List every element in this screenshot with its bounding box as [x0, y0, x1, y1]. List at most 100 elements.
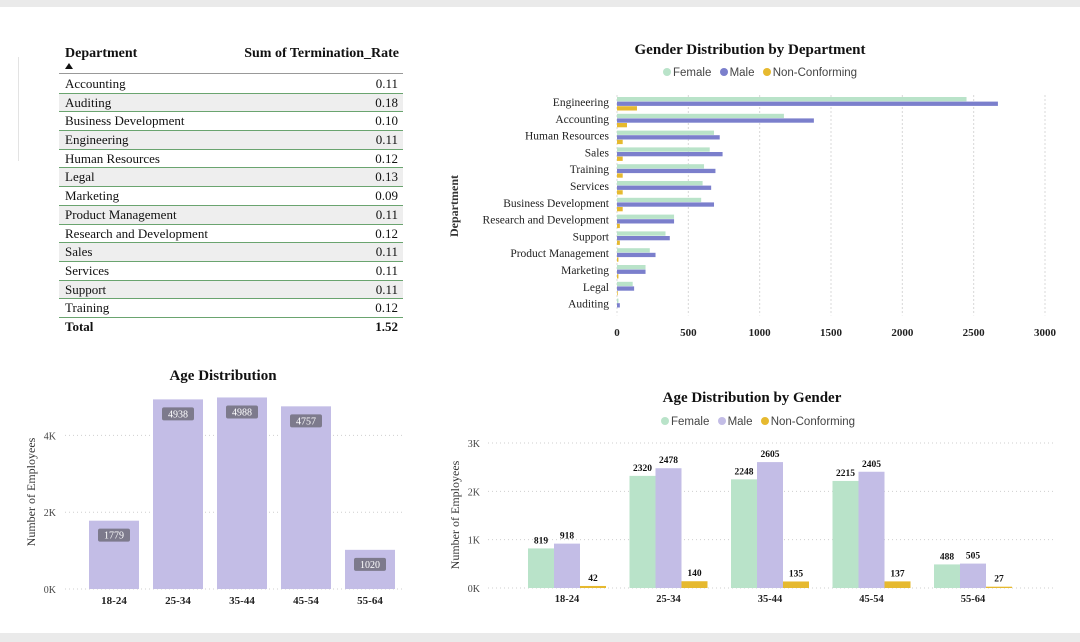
age-distribution-chart: 0K 2K 4K 1779 18-24 4938 25-34 4988 35-44 4757 45-…: [24, 397, 405, 607]
bar-male: [617, 252, 656, 258]
data-label-background: [162, 407, 194, 421]
bar-male: [617, 286, 635, 291]
legend-male[interactable]: Male: [727, 416, 753, 428]
data-label: 2478: [659, 456, 678, 466]
bar-male: [960, 563, 986, 588]
sort-ascending-icon[interactable]: [65, 63, 73, 69]
x-tick-label: 55-64: [357, 595, 383, 607]
bar-female: [617, 97, 967, 102]
department-label: Product Management: [510, 248, 609, 260]
data-label: 4757: [296, 416, 316, 427]
department-label: Sales: [585, 147, 610, 159]
age-chart-title: Age Distribution: [169, 368, 277, 384]
row-rate: 0.11: [375, 244, 398, 260]
bar-female: [617, 130, 715, 135]
row-rate: 0.12: [375, 150, 398, 166]
y-tick-label: 3K: [468, 439, 481, 450]
bar-non-conforming: [884, 581, 911, 588]
legend-nonconforming[interactable]: Non-Conforming: [770, 416, 856, 428]
x-tick-label: 45-54: [293, 595, 319, 607]
bar-male: [617, 152, 723, 157]
bar-non-conforming: [617, 207, 623, 212]
column-header-termination-rate[interactable]: Sum of Termination_Rate: [244, 46, 399, 61]
column-header-department[interactable]: Department: [65, 46, 138, 61]
row-rate: 0.11: [375, 76, 398, 91]
row-department: Training: [65, 300, 110, 316]
department-label: Support: [573, 231, 610, 243]
row-department: Services: [65, 262, 110, 278]
data-label: 4938: [168, 409, 188, 420]
x-tick-label: 25-34: [656, 594, 681, 605]
x-tick-label: 2000: [891, 327, 914, 339]
age-by-gender-chart: 0K 1K 2K 3K 819 918 42 18-24 2320 2478 140 25-34 224…: [448, 439, 1055, 605]
data-label: 2605: [761, 450, 780, 460]
row-department: Accounting: [65, 76, 126, 91]
bar-female: [617, 265, 646, 270]
data-label: 2248: [735, 467, 754, 477]
gender-by-department-chart: 0 500 1000 1500 2000 2500 3000 Engineering Accou…: [447, 95, 1057, 339]
bar-female: [617, 298, 619, 303]
legend-female[interactable]: Female: [671, 416, 710, 428]
bar-male: [858, 471, 885, 588]
bar-male: [617, 236, 670, 241]
panel-edge: [18, 57, 19, 161]
bar-male: [617, 219, 675, 224]
table-row: Support 0.11: [59, 280, 403, 300]
row-rate: 0.10: [375, 113, 398, 129]
bar-female: [832, 480, 859, 588]
data-label: 140: [687, 569, 702, 579]
x-tick-label: 3000: [1034, 327, 1057, 339]
row-rate: 0.11: [375, 281, 398, 297]
data-label: 1779: [104, 531, 124, 542]
bar-non-conforming: [783, 581, 809, 588]
bar-non-conforming: [617, 139, 623, 145]
x-tick-label: 0: [614, 327, 620, 339]
department-label: Research and Development: [483, 215, 610, 227]
legend-nonconforming[interactable]: Non-Conforming: [772, 67, 858, 79]
nonconforming-legend-marker: [760, 417, 769, 425]
row-department: Sales: [65, 244, 93, 260]
y-tick-label: 0K: [468, 584, 481, 595]
bar-non-conforming: [617, 240, 620, 245]
row-department: Product Management: [65, 206, 177, 222]
table-row: Business Development 0.10: [59, 112, 403, 132]
nonconforming-legend-marker: [762, 68, 771, 76]
data-label: 42: [588, 574, 598, 584]
bar-non-conforming: [986, 586, 1012, 588]
data-label: 1020: [360, 560, 380, 571]
y-tick-label: 2K: [468, 487, 481, 498]
data-label-background: [226, 405, 258, 419]
top-border: [0, 0, 1080, 7]
table-header: Department Sum of Termination_Rate: [59, 44, 403, 74]
bar-non-conforming: [617, 257, 619, 262]
x-tick-label: 35-44: [758, 594, 783, 605]
y-tick-label: 0K: [44, 585, 57, 596]
bottom-border: [0, 633, 1080, 642]
male-legend-marker: [719, 68, 728, 76]
row-rate: 0.12: [375, 300, 398, 316]
female-legend-marker: [661, 417, 669, 425]
table-row: Services 0.11: [59, 262, 403, 281]
data-label: 4988: [232, 407, 252, 418]
legend-male[interactable]: Male: [729, 67, 755, 79]
y-axis-label: Number of Employees: [24, 437, 38, 546]
bar-male: [554, 543, 580, 588]
total-label: Total: [65, 318, 94, 334]
bar-non-conforming: [617, 106, 637, 111]
bar-female: [629, 475, 656, 588]
bar-female: [617, 164, 705, 169]
bar-female: [617, 214, 675, 219]
bar-non-conforming: [617, 173, 623, 178]
age-gender-chart-title: Age Distribution by Gender: [662, 390, 842, 406]
bar-female: [934, 564, 960, 588]
table-body: Accounting 0.11 Auditing 0.18 Business Dev…: [59, 75, 403, 336]
bar-non-conforming: [617, 156, 623, 161]
data-label: 135: [789, 569, 804, 579]
bar-non-conforming: [617, 291, 618, 296]
row-rate: 0.11: [375, 262, 398, 278]
table-total-row: Total 1.52: [59, 318, 403, 336]
table-row: Sales 0.11: [59, 243, 403, 262]
bar-male: [617, 118, 814, 123]
age-bar: [217, 397, 267, 589]
legend-female[interactable]: Female: [673, 67, 712, 79]
